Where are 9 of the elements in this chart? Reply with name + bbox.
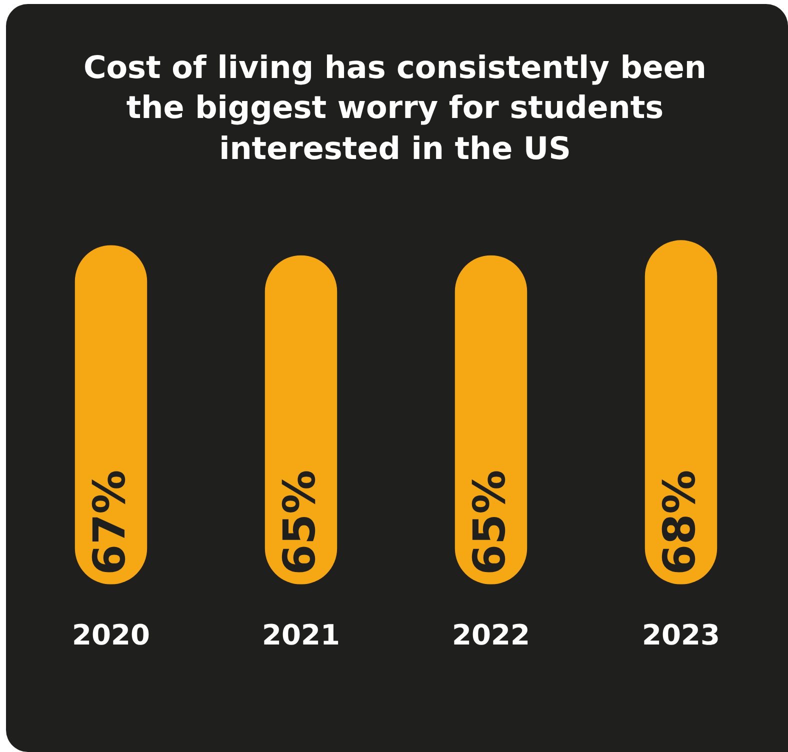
data-label: 65% <box>464 470 516 576</box>
x-tick-label: 2022 <box>452 618 530 652</box>
x-tick-label: 2021 <box>262 618 340 652</box>
data-label: 65% <box>274 470 326 576</box>
x-tick-label: 2023 <box>642 618 720 652</box>
chart-title: Cost of living has consistently been the biggest worry for students interested in the US <box>82 49 708 169</box>
x-tick-label: 2020 <box>72 618 150 652</box>
data-label: 68% <box>654 470 706 576</box>
data-label: 67% <box>84 470 136 576</box>
